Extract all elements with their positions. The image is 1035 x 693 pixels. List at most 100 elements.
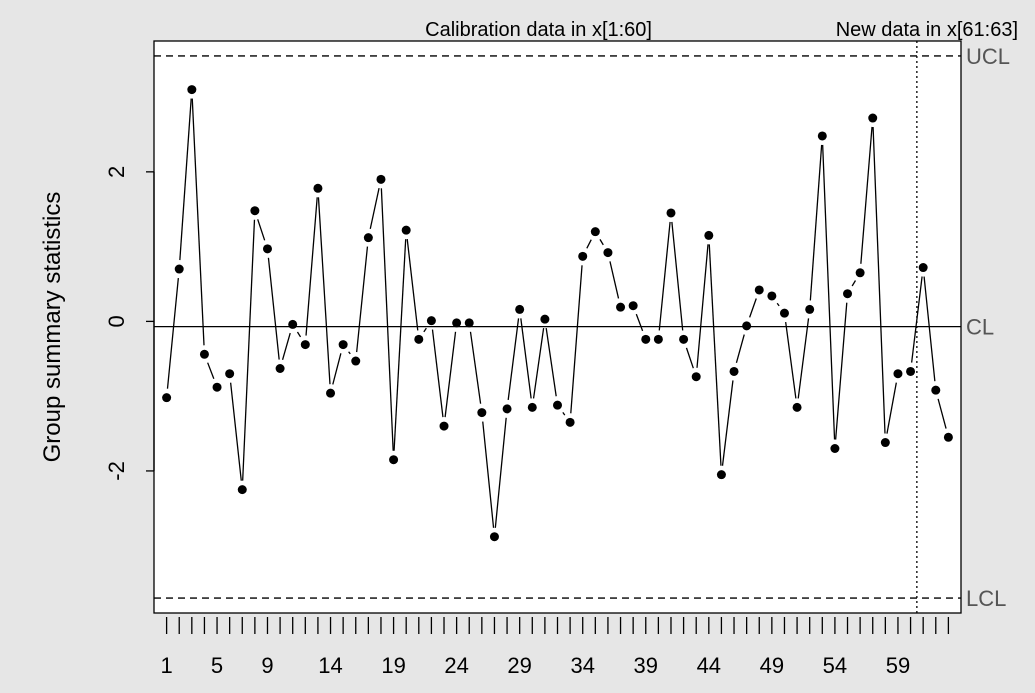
series-segment [532, 327, 545, 399]
series-segment [191, 98, 205, 346]
data-point [199, 349, 209, 359]
data-point [389, 455, 399, 465]
data-point [477, 408, 487, 418]
data-point [742, 321, 752, 331]
data-point [893, 369, 903, 379]
data-point [868, 113, 878, 123]
data-point [704, 230, 714, 240]
x-tick-label: 49 [760, 653, 784, 678]
data-point [426, 316, 436, 326]
series-segment [545, 327, 557, 397]
data-point [843, 289, 853, 299]
series-segment [305, 197, 318, 336]
data-point [515, 304, 525, 314]
data-point [313, 183, 323, 193]
data-point [250, 206, 260, 216]
series-segment [851, 280, 857, 287]
data-point [931, 385, 941, 395]
data-point [830, 444, 840, 454]
series-segment [207, 362, 215, 380]
series-segment [735, 334, 745, 363]
y-axis: -2 0 2 [104, 166, 155, 481]
x-tick-label: 39 [634, 653, 658, 678]
series-segment [671, 221, 684, 331]
x-tick-label: 34 [570, 653, 594, 678]
series-segment [860, 126, 873, 264]
series-segment [431, 329, 444, 418]
data-point [906, 366, 916, 376]
data-point [565, 417, 575, 427]
series-segment [785, 322, 797, 399]
x-tick-label: 9 [261, 653, 273, 678]
series-segment [380, 188, 394, 451]
series-segment [267, 257, 280, 360]
data-point [174, 264, 184, 274]
data-point [679, 334, 689, 344]
data-point [767, 291, 777, 301]
series-segment [406, 239, 419, 331]
x-tick-label: 19 [381, 653, 405, 678]
data-point [502, 404, 512, 414]
series-segment [797, 318, 810, 399]
series-segment [281, 332, 291, 361]
cl-label: CL [966, 315, 994, 340]
data-point [641, 334, 651, 344]
data-point [540, 314, 550, 324]
data-point [553, 400, 562, 410]
x-tick-label: 59 [886, 653, 910, 678]
series-segment [356, 246, 369, 353]
series-segment [494, 417, 507, 528]
series-segment [609, 261, 620, 299]
series-segment [923, 276, 936, 382]
series-segment [834, 302, 848, 440]
data-point [817, 131, 827, 141]
series-segment [348, 351, 351, 355]
calibration-label: Calibration data in x[1:60] [425, 19, 652, 41]
series-segment [296, 331, 302, 338]
series-segment [872, 126, 886, 434]
series-segment [423, 327, 427, 333]
ucl-label: UCL [966, 44, 1010, 69]
data-point [666, 208, 676, 218]
series-segment [586, 239, 592, 249]
data-point [338, 340, 348, 350]
x-tick-label: 14 [318, 653, 342, 678]
series-segment [482, 421, 495, 528]
series-segment [369, 187, 380, 229]
x-tick-label: 54 [823, 653, 847, 678]
data-point [187, 85, 197, 95]
data-point [212, 382, 222, 392]
data-point [262, 244, 272, 254]
x-tick-label: 24 [444, 653, 468, 678]
series-segment [507, 318, 520, 401]
data-point [691, 372, 701, 382]
data-point [275, 363, 285, 373]
data-point [300, 340, 310, 350]
x-tick-label: 5 [211, 653, 223, 678]
data-point [326, 388, 336, 398]
data-series [162, 85, 953, 542]
series-segment [257, 219, 266, 241]
y-tick-label: 2 [104, 166, 129, 178]
series-segment [822, 144, 836, 440]
series-segment [570, 265, 583, 414]
series-segment [444, 331, 457, 418]
data-point [464, 318, 474, 328]
series-segment [721, 380, 734, 466]
data-point [943, 432, 953, 442]
data-point [616, 302, 626, 312]
y-tick-label: 0 [104, 315, 129, 327]
series-segment [658, 221, 671, 331]
data-point [452, 318, 462, 328]
x-tick-label: 44 [697, 653, 721, 678]
data-point [603, 248, 613, 258]
data-point [729, 366, 739, 376]
series-segment [469, 331, 482, 404]
data-point [414, 334, 424, 344]
series-segment [229, 382, 242, 481]
series-segment [937, 398, 947, 429]
data-point [653, 334, 663, 344]
series-segment [749, 298, 757, 318]
x-tick-label: 1 [160, 653, 172, 678]
